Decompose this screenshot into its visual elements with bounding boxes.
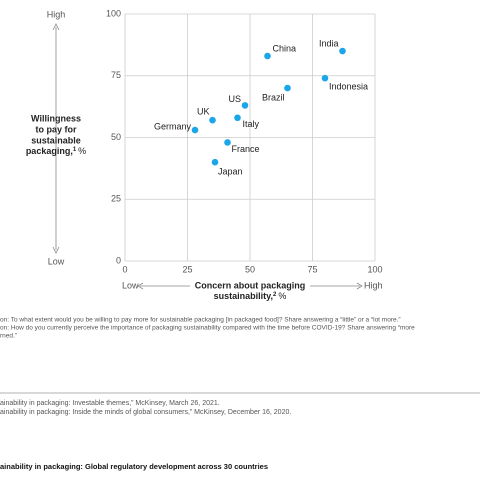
point	[339, 47, 346, 55]
y-axis-title: Willingness	[31, 113, 81, 123]
unit: %	[278, 291, 286, 301]
y-tick-label: 75	[111, 70, 121, 80]
x-axis-title: sustainability,	[214, 291, 273, 301]
x-tick-label: 75	[307, 264, 317, 274]
point-label: Japan	[218, 167, 243, 177]
point	[284, 84, 291, 92]
unit: %	[78, 146, 86, 156]
y-axis-title: packaging,	[26, 146, 73, 156]
x-arrow-heads	[137, 282, 363, 290]
point	[264, 52, 271, 60]
point-label: UK	[197, 107, 210, 117]
source: ainability in packaging: Inside the mind…	[0, 409, 291, 416]
point-label: China	[273, 43, 297, 53]
footnote: on: How do you currently perceive the im…	[0, 325, 415, 332]
point	[234, 114, 241, 122]
x-tick-label: 100	[367, 264, 382, 274]
point	[209, 116, 216, 124]
y-tick-label: 100	[106, 8, 121, 18]
y-tick-label: 50	[111, 132, 121, 142]
y-axis-title: sustainable	[31, 135, 81, 145]
point-label: Indonesia	[329, 82, 368, 92]
point-label: US	[228, 94, 241, 104]
x-tick-label: 25	[182, 264, 192, 274]
source: ainability in packaging: Investable them…	[0, 400, 220, 407]
y-high: High	[47, 9, 66, 19]
point-label: India	[319, 38, 339, 48]
y-axis-title: to pay for	[35, 124, 76, 134]
x-high: High	[364, 280, 383, 290]
x-tick-label: 50	[245, 264, 255, 274]
y-arrow-heads	[52, 23, 60, 254]
point	[191, 126, 199, 134]
y-tick-label: 25	[111, 194, 121, 204]
point-label: France	[232, 144, 260, 154]
x-low: Low	[122, 280, 139, 290]
related-link[interactable]: ainability in packaging: Global regulato…	[0, 462, 268, 471]
footnote-ref: 1	[73, 147, 77, 153]
y-tick-label: 0	[116, 255, 121, 265]
point	[224, 139, 231, 146]
point	[211, 158, 219, 166]
footnote: rned.”	[0, 333, 17, 340]
footnote-ref: 2	[273, 292, 277, 298]
point-label: Italy	[243, 119, 260, 129]
point-label: Brazil	[262, 92, 285, 102]
y-low: Low	[48, 256, 65, 266]
point	[241, 102, 249, 109]
point-label: Germany	[154, 121, 192, 131]
x-tick-label: 0	[122, 264, 127, 274]
y-axis-title: packaging,1%	[26, 146, 86, 156]
footnote: on: To what extent would you be willing …	[0, 317, 401, 324]
point	[321, 74, 329, 82]
x-axis-title: Concern about packaging	[195, 280, 306, 290]
x-axis-title: sustainability,2%	[214, 291, 287, 301]
